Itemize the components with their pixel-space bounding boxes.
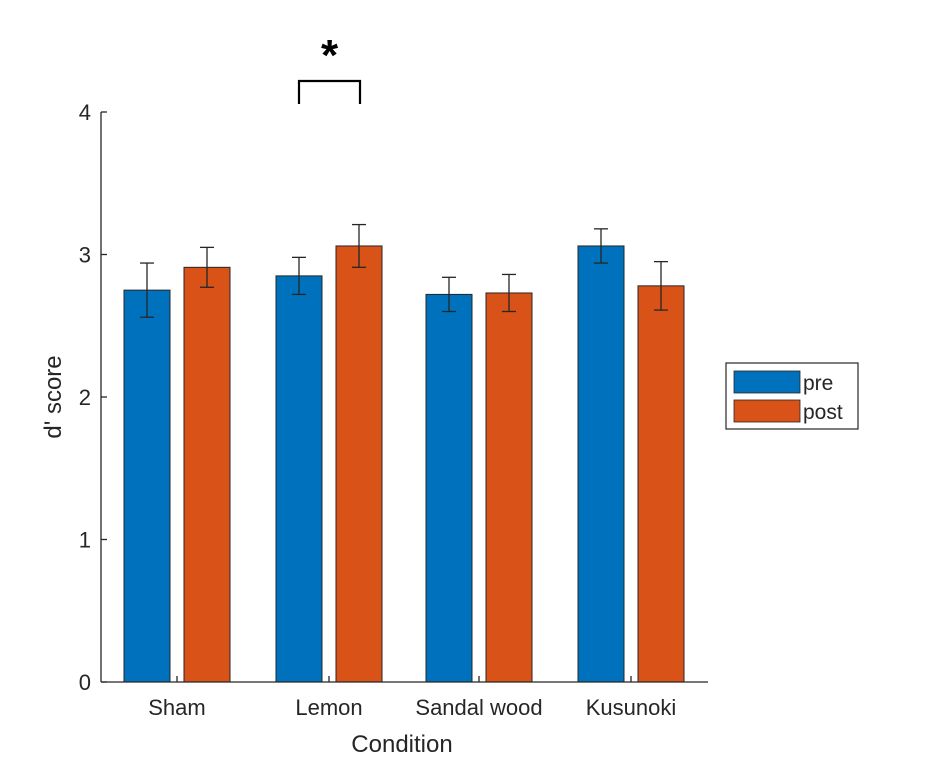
- error-bar-pre-lemon: [292, 256, 306, 296]
- legend: pre post: [725, 362, 859, 430]
- bar-pre-lemon: [275, 275, 323, 683]
- error-bar-post-sandal-wood: [502, 273, 516, 313]
- x-tick-label: Lemon: [295, 695, 362, 720]
- legend-swatch-post: [733, 399, 801, 423]
- significance-annotation: *: [297, 31, 362, 104]
- bar-post-kusunoki: [637, 285, 685, 683]
- bar-pre-kusunoki: [577, 245, 625, 683]
- bars-layer: [123, 245, 685, 683]
- bar-post-sham: [183, 266, 231, 683]
- bar-post-sandal-wood: [485, 292, 533, 683]
- y-tick-label: 2: [79, 385, 91, 410]
- x-axis-title: Condition: [351, 731, 452, 758]
- significance-bracket: [297, 79, 362, 104]
- error-bar-post-lemon: [352, 223, 366, 268]
- legend-swatch-pre: [733, 370, 801, 394]
- y-tick-label: 3: [79, 243, 91, 268]
- error-bar-post-sham: [200, 246, 214, 288]
- x-tick-label: Sandal wood: [415, 695, 542, 720]
- legend-label-pre: pre: [803, 372, 833, 395]
- y-tick-label: 1: [79, 528, 91, 553]
- error-bar-pre-sandal-wood: [442, 276, 456, 313]
- y-tick-label: 0: [79, 670, 91, 695]
- error-bars-layer: [140, 223, 668, 318]
- bar-pre-sham: [123, 289, 171, 683]
- y-ticks-layer: 0 1 2 3 4: [79, 100, 107, 695]
- error-bar-post-kusunoki: [654, 260, 668, 311]
- bar-pre-sandal-wood: [425, 293, 473, 683]
- x-tick-label: Kusunoki: [586, 695, 677, 720]
- y-tick-label: 4: [79, 100, 91, 125]
- bar-post-lemon: [335, 245, 383, 683]
- significance-star: *: [321, 31, 339, 80]
- legend-label-post: post: [803, 401, 843, 424]
- y-axis-title: d' score: [40, 355, 67, 438]
- x-ticks-layer: Sham Lemon Sandal wood Kusunoki: [148, 676, 676, 720]
- error-bar-pre-sham: [140, 262, 154, 318]
- error-bar-pre-kusunoki: [594, 228, 608, 264]
- x-tick-label: Sham: [148, 695, 205, 720]
